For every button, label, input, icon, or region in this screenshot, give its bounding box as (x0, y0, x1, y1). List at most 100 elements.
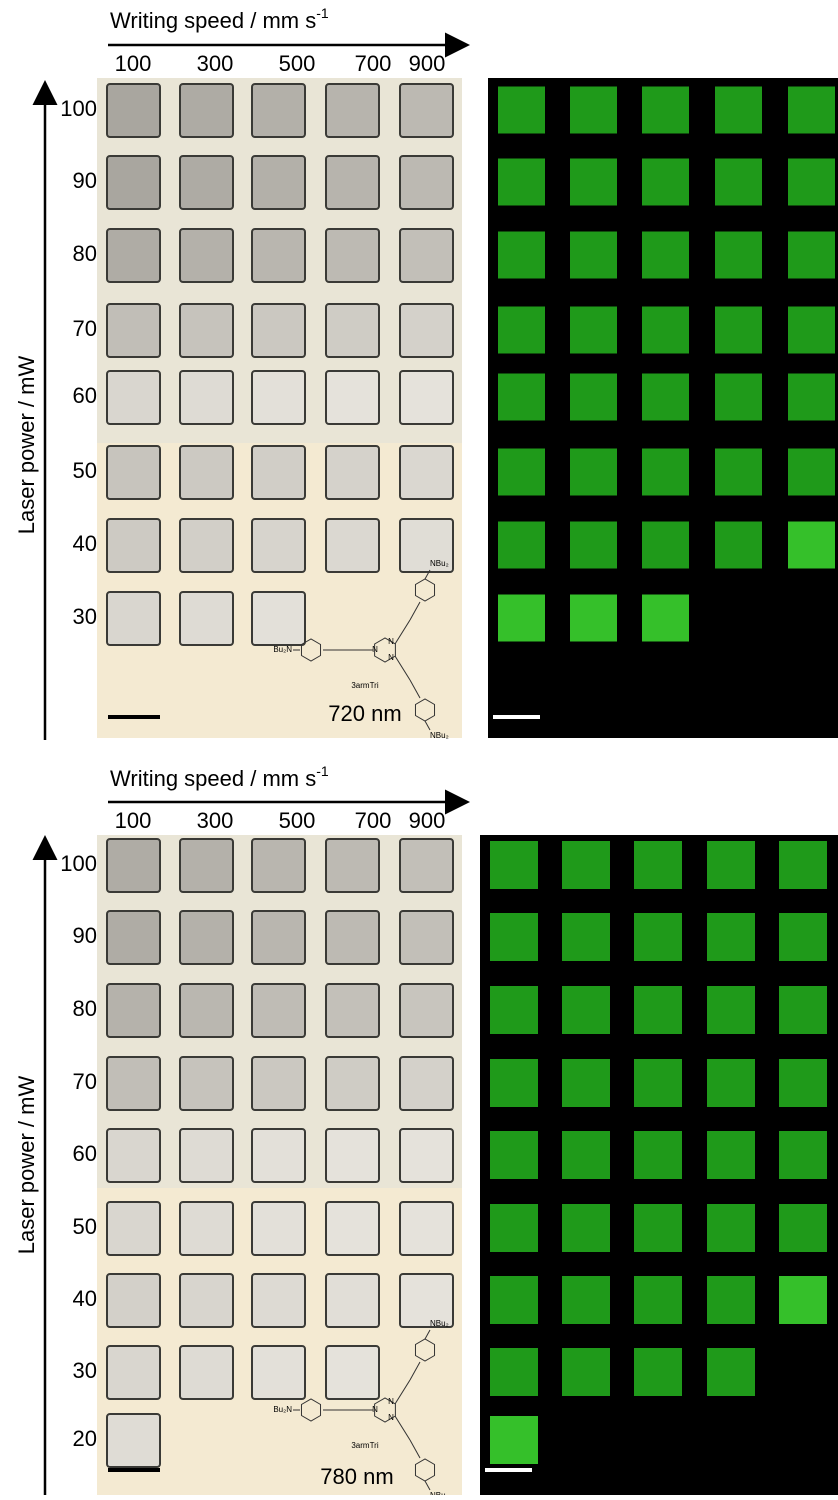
fluorescent-square (570, 87, 617, 134)
speed-label: 500 (279, 808, 316, 833)
power-label: 90 (73, 168, 97, 193)
written-square (180, 156, 233, 209)
written-square (400, 911, 453, 964)
fluorescent-square (642, 449, 689, 496)
fluorescent-square (490, 986, 538, 1034)
written-square (326, 304, 379, 357)
written-square (252, 371, 305, 424)
fluorescent-square (570, 595, 617, 642)
fluorescent-square (562, 1204, 610, 1252)
fluorescent-square (634, 986, 682, 1034)
fluorescent-square (498, 159, 545, 206)
fluorescent-square (715, 232, 762, 279)
written-square (252, 446, 305, 499)
written-square (400, 84, 453, 137)
fluorescent-square (562, 1059, 610, 1107)
written-square (107, 84, 160, 137)
speed-label: 300 (197, 51, 234, 76)
fluorescent-square (715, 87, 762, 134)
written-square (180, 1057, 233, 1110)
written-square (107, 1414, 160, 1467)
speed-label: 300 (197, 808, 234, 833)
y-axis-label: Laser power / mW (14, 1076, 39, 1255)
written-square (400, 1202, 453, 1255)
fluorescent-square (634, 1276, 682, 1324)
fluorescent-square (634, 1348, 682, 1396)
fluorescent-square (779, 986, 827, 1034)
written-square (400, 371, 453, 424)
ring-atom: N (372, 1405, 378, 1414)
written-square (400, 156, 453, 209)
power-label: 50 (73, 458, 97, 483)
written-square (180, 839, 233, 892)
power-label: 40 (73, 531, 97, 556)
written-square (107, 1346, 160, 1399)
written-square (326, 229, 379, 282)
ring-atom: N (388, 1413, 394, 1422)
fluorescent-square (779, 1276, 827, 1324)
molecule-name: 3armTri (351, 1441, 378, 1450)
speed-label: 900 (409, 808, 446, 833)
fluorescent-square (498, 232, 545, 279)
written-square (107, 984, 160, 1037)
power-label: 30 (73, 604, 97, 629)
fluorescent-square (642, 87, 689, 134)
fluorescent-square (570, 307, 617, 354)
power-label: 60 (73, 383, 97, 408)
written-square (400, 229, 453, 282)
fluorescent-square (642, 595, 689, 642)
power-label: 20 (73, 1426, 97, 1451)
fluorescent-square (634, 841, 682, 889)
fluorescent-square (498, 449, 545, 496)
fluorescent-square (490, 913, 538, 961)
x-axis-label-text: Writing speed / mm s (110, 8, 316, 33)
written-square (252, 84, 305, 137)
fluorescent-square (707, 841, 755, 889)
fluorescent-square (498, 87, 545, 134)
fluorescent-square (715, 307, 762, 354)
written-square (107, 446, 160, 499)
written-square (400, 984, 453, 1037)
fluorescent-square (788, 232, 835, 279)
power-label: 70 (73, 316, 97, 341)
speed-label: 700 (355, 808, 392, 833)
fluorescent-square (707, 986, 755, 1034)
written-square (252, 1129, 305, 1182)
written-square (252, 229, 305, 282)
molecule-group: NBu₂ (430, 731, 449, 740)
fluorescent-square (498, 595, 545, 642)
x-axis-label-superscript: -1 (316, 763, 329, 779)
written-square (252, 1346, 305, 1399)
written-square (180, 304, 233, 357)
written-square (326, 371, 379, 424)
written-square (252, 156, 305, 209)
x-axis-label: Writing speed / mm s-1 (110, 5, 329, 33)
fluorescent-square (562, 913, 610, 961)
fluorescent-square (634, 1131, 682, 1179)
fluorescent-square (642, 232, 689, 279)
fluorescent-square (642, 522, 689, 569)
power-label: 90 (73, 923, 97, 948)
written-square (180, 592, 233, 645)
written-square (180, 229, 233, 282)
fluorescent-square (570, 449, 617, 496)
fluorescent-square (715, 449, 762, 496)
ring-atom: N (388, 1397, 394, 1406)
fluorescent-square (490, 1131, 538, 1179)
written-square (107, 1129, 160, 1182)
power-label: 40 (73, 1286, 97, 1311)
x-axis-label-text: Writing speed / mm s (110, 766, 316, 791)
power-label: 100 (60, 96, 97, 121)
y-axis-label: Laser power / mW (14, 356, 39, 535)
fluorescent-square (788, 374, 835, 421)
fluorescent-square (498, 374, 545, 421)
fluorescent-square (642, 159, 689, 206)
fluorescent-square (779, 1204, 827, 1252)
fluorescent-square (707, 1348, 755, 1396)
fluorescent-square (642, 307, 689, 354)
x-axis-label-superscript: -1 (316, 5, 329, 21)
written-square (180, 84, 233, 137)
fluorescent-square (779, 1131, 827, 1179)
wavelength-label: 780 nm (320, 1464, 393, 1489)
fluorescent-square (788, 307, 835, 354)
